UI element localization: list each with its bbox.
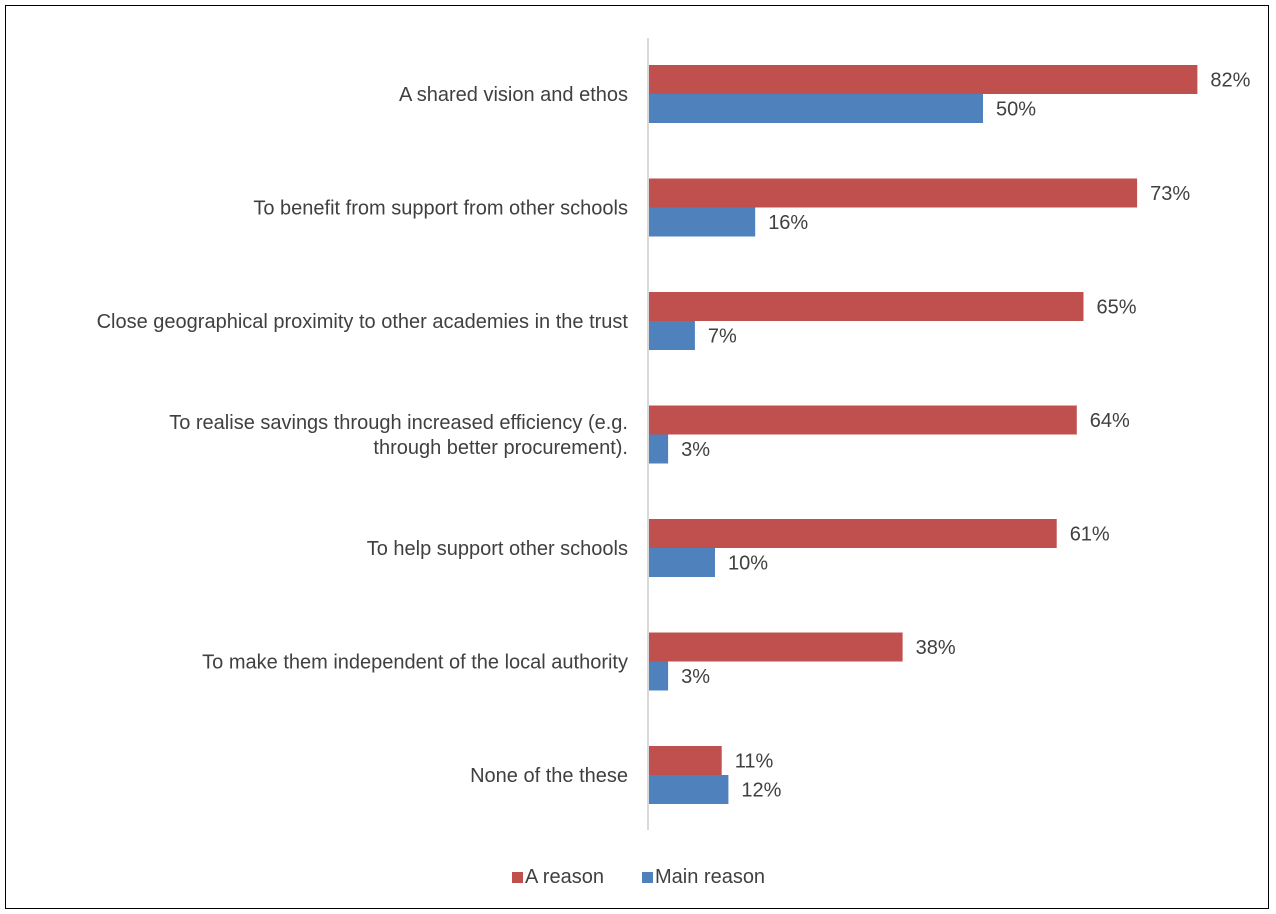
value-label: 50% — [996, 99, 1036, 121]
category-label: A shared vision and ethos — [399, 84, 628, 106]
category-label: To make them independent of the local au… — [202, 652, 628, 674]
category-label: To realise savings through increased eff… — [169, 412, 628, 434]
legend-swatch-a-reason — [512, 872, 523, 883]
value-label: 7% — [708, 326, 737, 348]
legend-swatch-main-reason — [642, 872, 653, 883]
bar-main-reason-0 — [648, 94, 983, 123]
category-labels-group: A shared vision and ethos To benefit from… — [97, 84, 629, 787]
bar-a-reason-0 — [648, 65, 1198, 94]
value-label: 64% — [1090, 410, 1130, 432]
value-labels-group: 82% 50% 73% 16% 65% 7% 64% 3% 61% 10% 38% 3% 11% 12% — [681, 70, 1251, 802]
bar-a-reason-5 — [648, 632, 903, 662]
category-label: To benefit from support from other schoo… — [253, 198, 628, 220]
category-label: Close geographical proximity to other ac… — [97, 311, 629, 333]
value-label: 12% — [741, 780, 781, 802]
category-label: None of the these — [470, 765, 628, 787]
category-label: To help support other schools — [367, 538, 628, 560]
value-label: 38% — [916, 637, 956, 659]
value-label: 82% — [1210, 70, 1250, 92]
bar-main-reason-5 — [648, 661, 669, 691]
bar-main-reason-2 — [648, 321, 695, 350]
value-label: 16% — [768, 212, 808, 234]
value-label: 3% — [681, 439, 710, 461]
value-label: 10% — [728, 553, 768, 575]
bar-a-reason-2 — [648, 292, 1084, 321]
value-label: 11% — [735, 751, 774, 773]
value-label: 3% — [681, 666, 710, 688]
bar-a-reason-6 — [648, 746, 722, 775]
legend-label-main-reason: Main reason — [655, 866, 765, 888]
category-label: through better procurement). — [373, 437, 628, 459]
chart-frame — [5, 5, 1269, 909]
value-label: 65% — [1097, 297, 1137, 319]
bar-main-reason-3 — [648, 434, 669, 464]
bar-main-reason-6 — [648, 775, 729, 804]
legend: A reason Main reason — [512, 866, 765, 888]
bar-main-reason-1 — [648, 207, 756, 237]
bar-a-reason-4 — [648, 519, 1057, 548]
bar-a-reason-3 — [648, 405, 1077, 435]
bar-main-reason-4 — [648, 548, 715, 577]
bar-a-reason-1 — [648, 178, 1138, 208]
legend-label-a-reason: A reason — [525, 866, 604, 888]
value-label: 61% — [1070, 524, 1110, 546]
value-label: 73% — [1150, 183, 1190, 205]
bars-group — [648, 65, 1198, 804]
